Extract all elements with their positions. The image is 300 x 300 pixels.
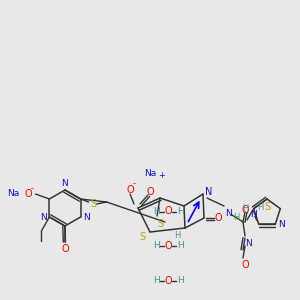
Text: O: O bbox=[241, 205, 249, 215]
Text: S: S bbox=[139, 232, 145, 242]
Text: N: N bbox=[278, 220, 285, 229]
Text: -: - bbox=[133, 179, 136, 188]
Text: H: H bbox=[153, 276, 159, 285]
Text: O: O bbox=[164, 206, 172, 217]
Text: S: S bbox=[264, 202, 270, 212]
Text: O: O bbox=[25, 189, 32, 199]
Text: O: O bbox=[164, 275, 172, 286]
Text: O: O bbox=[146, 187, 154, 197]
Text: N: N bbox=[61, 179, 68, 188]
Text: H: H bbox=[174, 232, 180, 241]
Text: N: N bbox=[250, 210, 257, 219]
Text: H: H bbox=[177, 242, 183, 250]
Text: O: O bbox=[214, 213, 222, 223]
Text: S: S bbox=[157, 219, 163, 229]
Text: N: N bbox=[246, 239, 252, 248]
Text: O: O bbox=[61, 244, 69, 254]
Text: H: H bbox=[233, 212, 239, 221]
Text: N: N bbox=[40, 212, 47, 221]
Text: N: N bbox=[205, 187, 213, 197]
Text: O: O bbox=[164, 241, 172, 251]
Text: -: - bbox=[31, 184, 34, 194]
Text: H: H bbox=[243, 204, 249, 213]
Text: Na: Na bbox=[144, 169, 156, 178]
Text: +: + bbox=[159, 172, 165, 181]
Text: N: N bbox=[225, 209, 231, 218]
Text: O: O bbox=[241, 260, 249, 270]
Text: O: O bbox=[126, 185, 134, 195]
Text: H: H bbox=[177, 276, 183, 285]
Text: H: H bbox=[153, 242, 159, 250]
Text: H: H bbox=[258, 203, 264, 212]
Text: H: H bbox=[177, 207, 183, 216]
Text: N: N bbox=[83, 212, 90, 221]
Text: S: S bbox=[91, 199, 97, 209]
Text: Na: Na bbox=[7, 190, 20, 199]
Text: H: H bbox=[153, 207, 159, 216]
